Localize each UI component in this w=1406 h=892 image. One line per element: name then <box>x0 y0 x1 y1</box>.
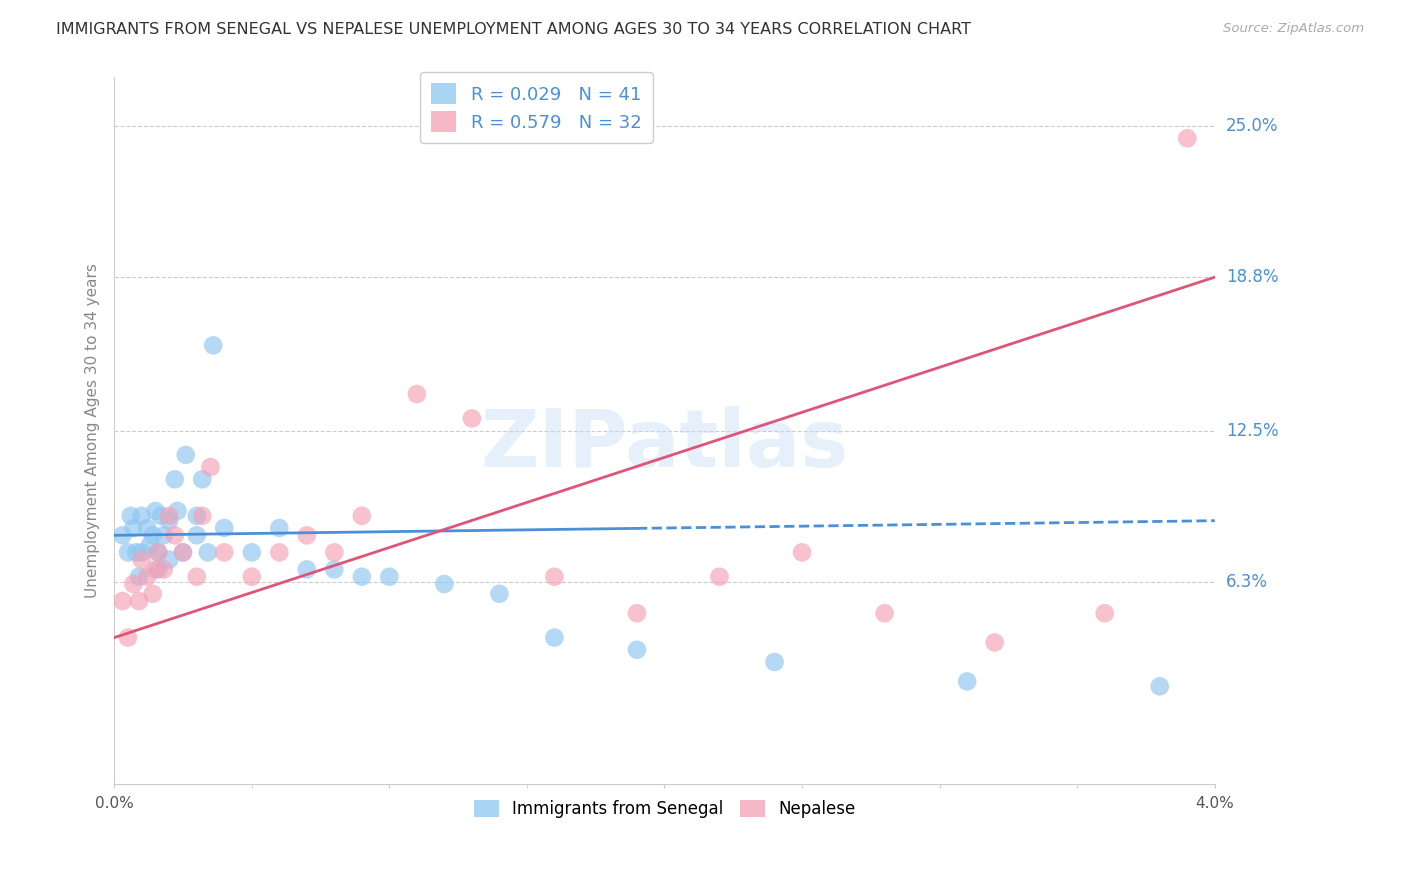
Point <box>212 521 235 535</box>
Point <box>269 521 291 535</box>
Point <box>202 338 225 352</box>
Text: 6.3%: 6.3% <box>1226 573 1268 591</box>
Point <box>117 545 139 559</box>
Text: ZIPatlas: ZIPatlas <box>481 406 849 483</box>
Point <box>1175 131 1198 145</box>
Point <box>983 635 1005 649</box>
Point <box>148 545 170 559</box>
Point <box>149 508 172 523</box>
Legend: Immigrants from Senegal, Nepalese: Immigrants from Senegal, Nepalese <box>467 793 862 825</box>
Point <box>763 655 786 669</box>
Point <box>111 594 134 608</box>
Point <box>269 545 291 559</box>
Point <box>125 545 148 559</box>
Point <box>157 552 180 566</box>
Point <box>157 514 180 528</box>
Point <box>152 528 174 542</box>
Point <box>240 570 263 584</box>
Point <box>200 460 222 475</box>
Point <box>117 631 139 645</box>
Point <box>145 504 167 518</box>
Point <box>172 545 194 559</box>
Point <box>142 587 165 601</box>
Point <box>186 570 208 584</box>
Point <box>709 570 731 584</box>
Point <box>956 674 979 689</box>
Point <box>790 545 813 559</box>
Point <box>323 562 346 576</box>
Point <box>163 472 186 486</box>
Point <box>191 508 214 523</box>
Point <box>873 606 896 620</box>
Point <box>186 528 208 542</box>
Point <box>626 642 648 657</box>
Point <box>1094 606 1116 620</box>
Point <box>488 587 510 601</box>
Point <box>111 528 134 542</box>
Point <box>323 545 346 559</box>
Text: 12.5%: 12.5% <box>1226 422 1278 440</box>
Point <box>461 411 484 425</box>
Point <box>626 606 648 620</box>
Point <box>191 472 214 486</box>
Point <box>128 594 150 608</box>
Point <box>163 528 186 542</box>
Y-axis label: Unemployment Among Ages 30 to 34 years: Unemployment Among Ages 30 to 34 years <box>86 263 100 598</box>
Point <box>122 521 145 535</box>
Point <box>240 545 263 559</box>
Point <box>350 508 373 523</box>
Text: Source: ZipAtlas.com: Source: ZipAtlas.com <box>1223 22 1364 36</box>
Point <box>295 562 318 576</box>
Point <box>543 570 565 584</box>
Point <box>212 545 235 559</box>
Point <box>174 448 197 462</box>
Point <box>295 528 318 542</box>
Point <box>157 508 180 523</box>
Point <box>186 508 208 523</box>
Point <box>136 521 159 535</box>
Point <box>1149 679 1171 693</box>
Point <box>152 562 174 576</box>
Point <box>433 577 456 591</box>
Point <box>378 570 401 584</box>
Point <box>172 545 194 559</box>
Point <box>166 504 188 518</box>
Point <box>139 538 162 552</box>
Text: 25.0%: 25.0% <box>1226 117 1278 136</box>
Point <box>120 508 142 523</box>
Point <box>405 387 427 401</box>
Point <box>197 545 219 559</box>
Point <box>131 545 153 559</box>
Point <box>142 528 165 542</box>
Point <box>350 570 373 584</box>
Point <box>131 552 153 566</box>
Point <box>145 562 167 576</box>
Point <box>128 570 150 584</box>
Point <box>122 577 145 591</box>
Text: IMMIGRANTS FROM SENEGAL VS NEPALESE UNEMPLOYMENT AMONG AGES 30 TO 34 YEARS CORRE: IMMIGRANTS FROM SENEGAL VS NEPALESE UNEM… <box>56 22 972 37</box>
Point <box>148 562 170 576</box>
Point <box>543 631 565 645</box>
Point <box>131 508 153 523</box>
Point <box>148 545 170 559</box>
Point <box>136 570 159 584</box>
Text: 18.8%: 18.8% <box>1226 268 1278 286</box>
